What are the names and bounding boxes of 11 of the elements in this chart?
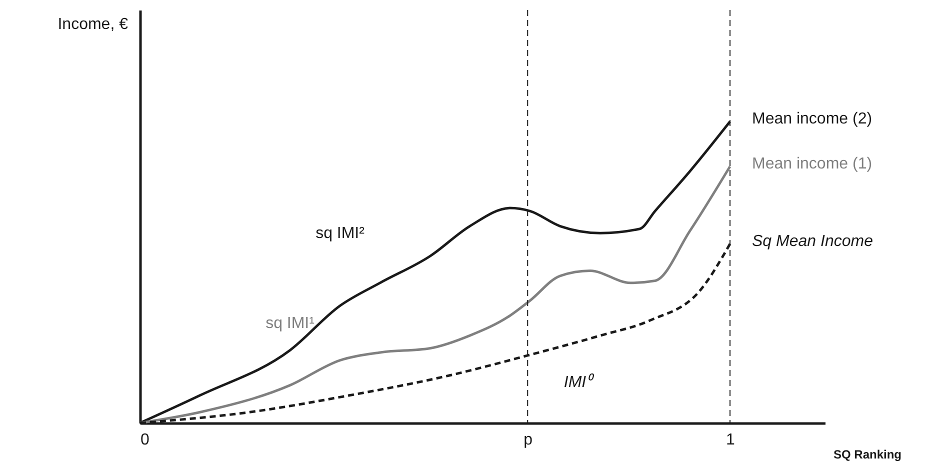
series-label: Sq Mean Income	[752, 232, 874, 250]
x-tick-label: 0	[140, 432, 150, 448]
x-axis-title: SQ Ranking	[834, 448, 902, 462]
series-label: Mean income (2)	[752, 110, 872, 128]
text: Income, €	[58, 16, 128, 33]
annotation: sq IMI²	[316, 225, 366, 242]
annotation: IMI⁰	[564, 373, 596, 391]
annotation: sq IMI¹	[266, 315, 314, 332]
x-tick-label: p	[524, 432, 533, 448]
series-label: Mean income (1)	[752, 155, 872, 172]
x-tick-label: 1	[726, 432, 736, 448]
